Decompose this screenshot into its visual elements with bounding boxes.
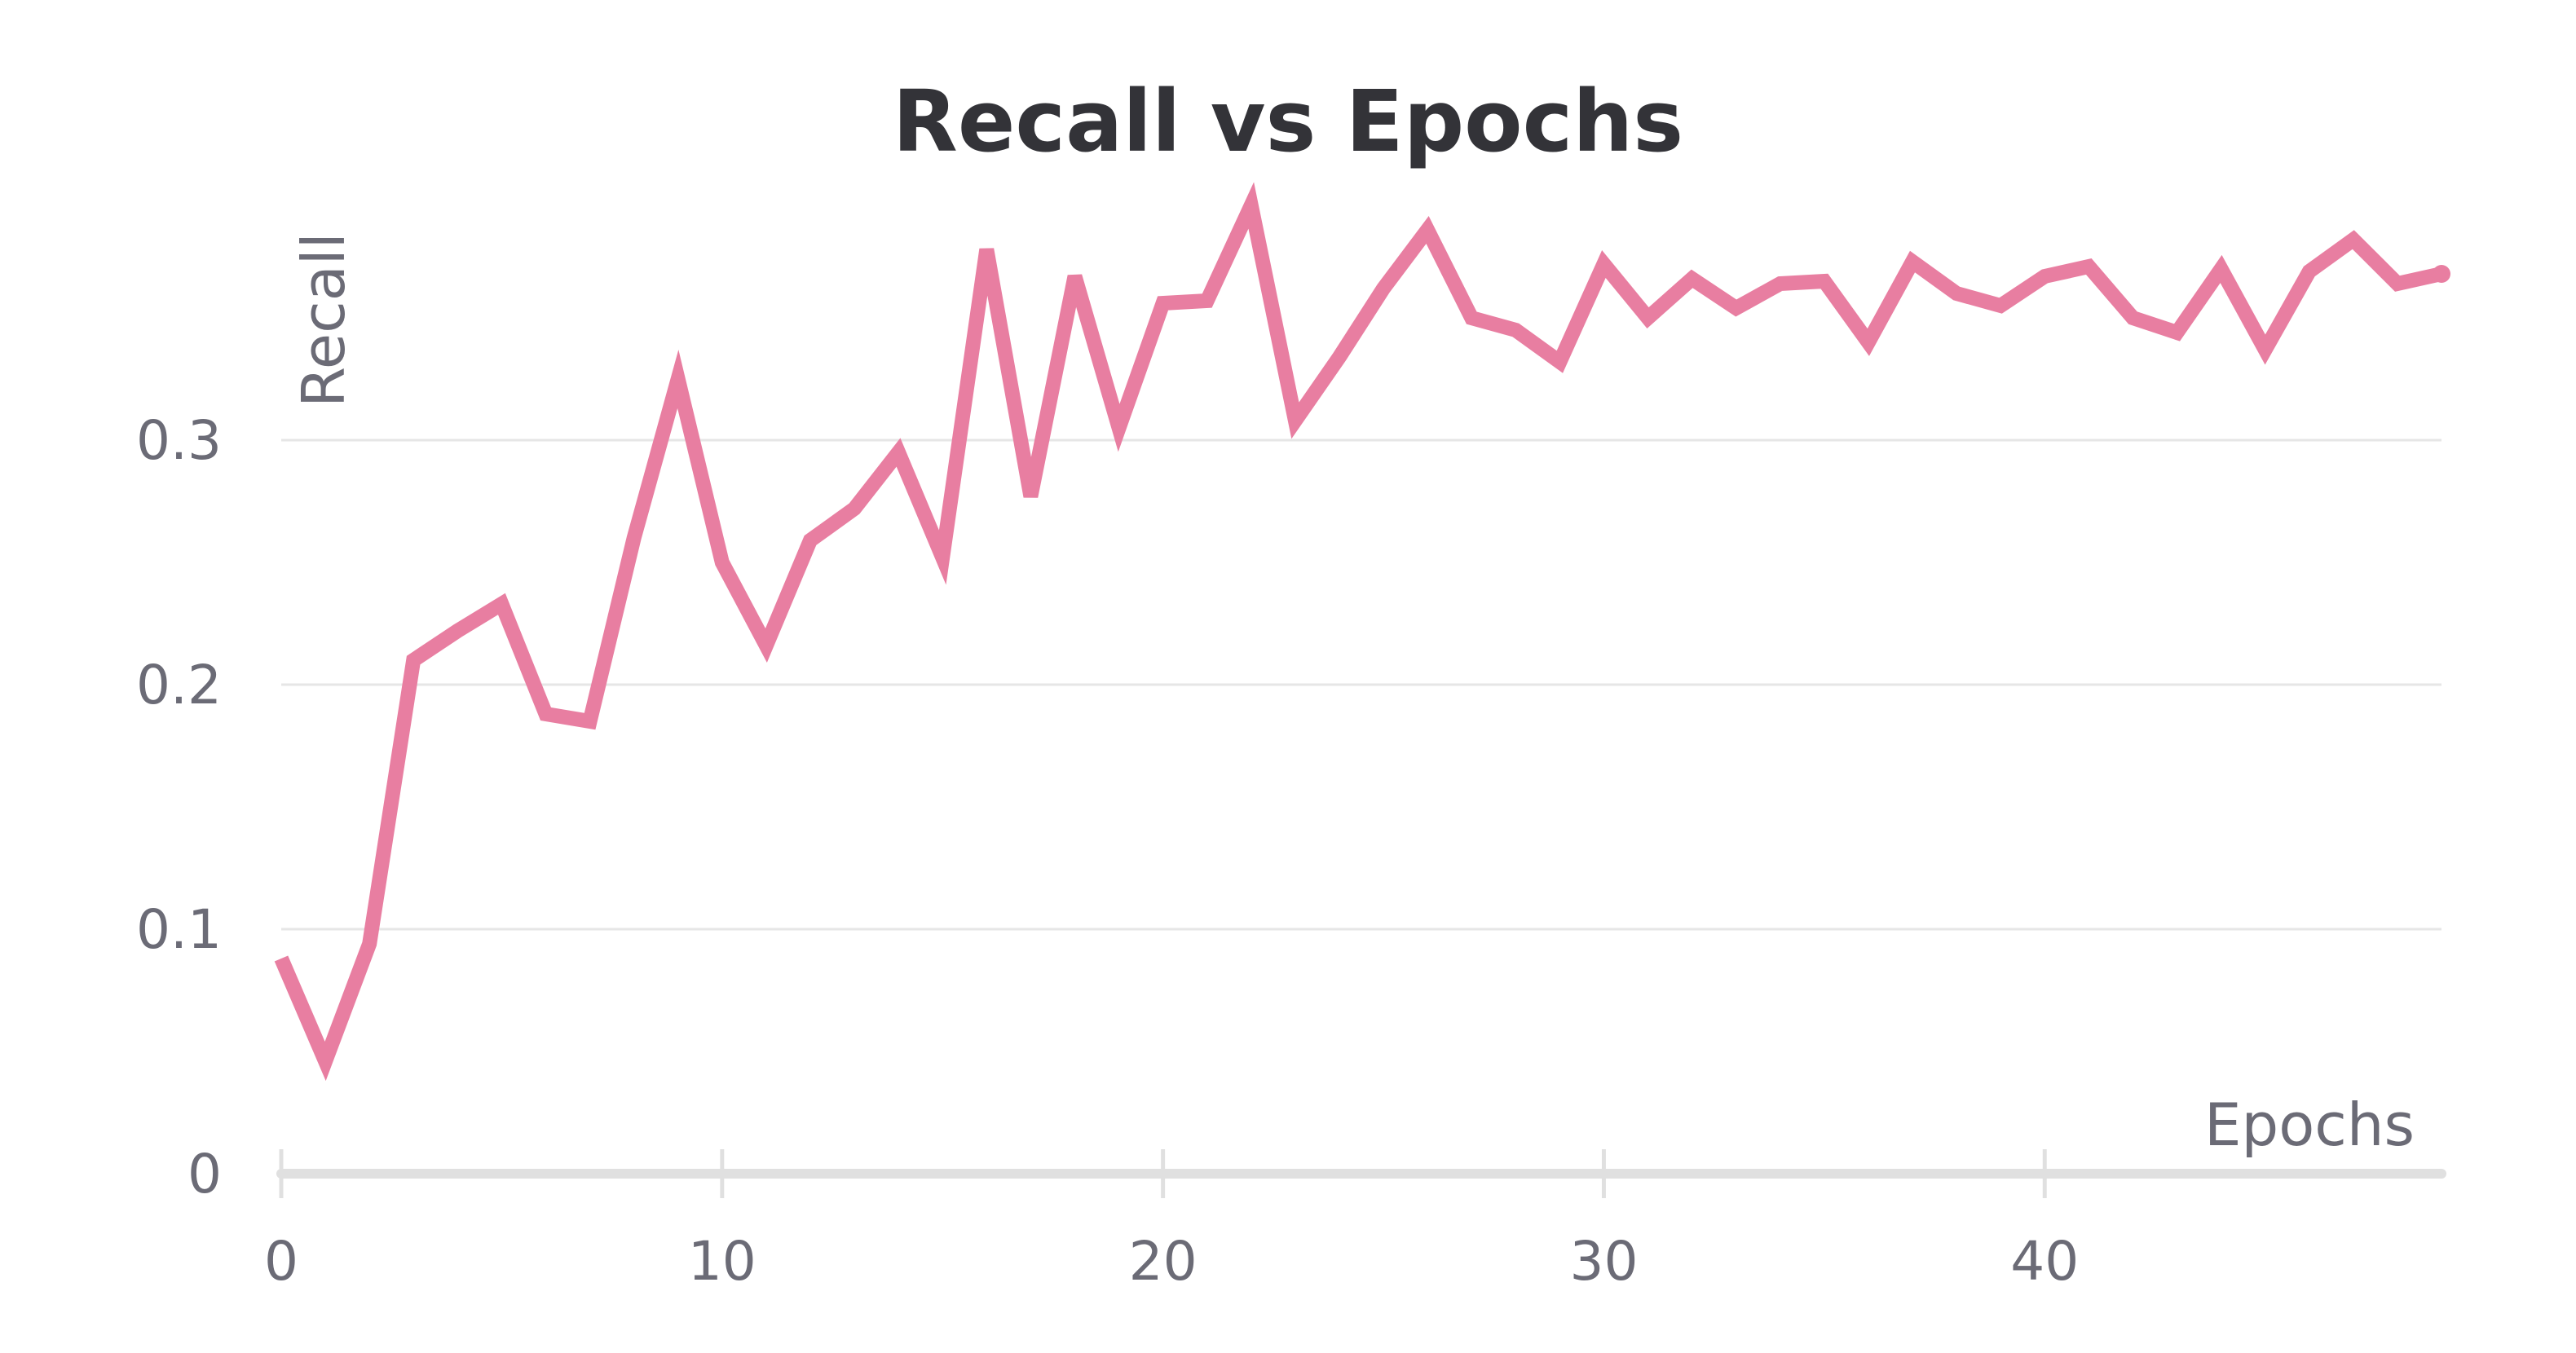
x-axis bbox=[276, 1149, 2446, 1198]
series-line bbox=[274, 182, 2443, 1082]
y-tick-label: 0.3 bbox=[136, 409, 222, 472]
y-axis-label: Recall bbox=[289, 232, 358, 408]
x-tick-label: 10 bbox=[688, 1230, 756, 1293]
x-axis-label: Epochs bbox=[2204, 1091, 2415, 1159]
y-tick-label: 0.1 bbox=[136, 898, 222, 961]
y-tick-label: 0 bbox=[187, 1143, 222, 1205]
series-end-point bbox=[2433, 265, 2450, 283]
tick-labels: 0 0.1 0.2 0.3 0 10 20 30 40 bbox=[136, 409, 2079, 1293]
y-tick-label: 0.2 bbox=[136, 654, 222, 716]
chart-title: Recall vs Epochs bbox=[893, 72, 1683, 171]
series-layer bbox=[274, 182, 2450, 1082]
x-tick-label: 20 bbox=[1129, 1230, 1198, 1293]
x-tick-label: 40 bbox=[2010, 1230, 2079, 1293]
x-tick-label: 30 bbox=[1569, 1230, 1638, 1293]
x-tick-label: 0 bbox=[264, 1230, 298, 1293]
grid-lines bbox=[281, 439, 2441, 931]
